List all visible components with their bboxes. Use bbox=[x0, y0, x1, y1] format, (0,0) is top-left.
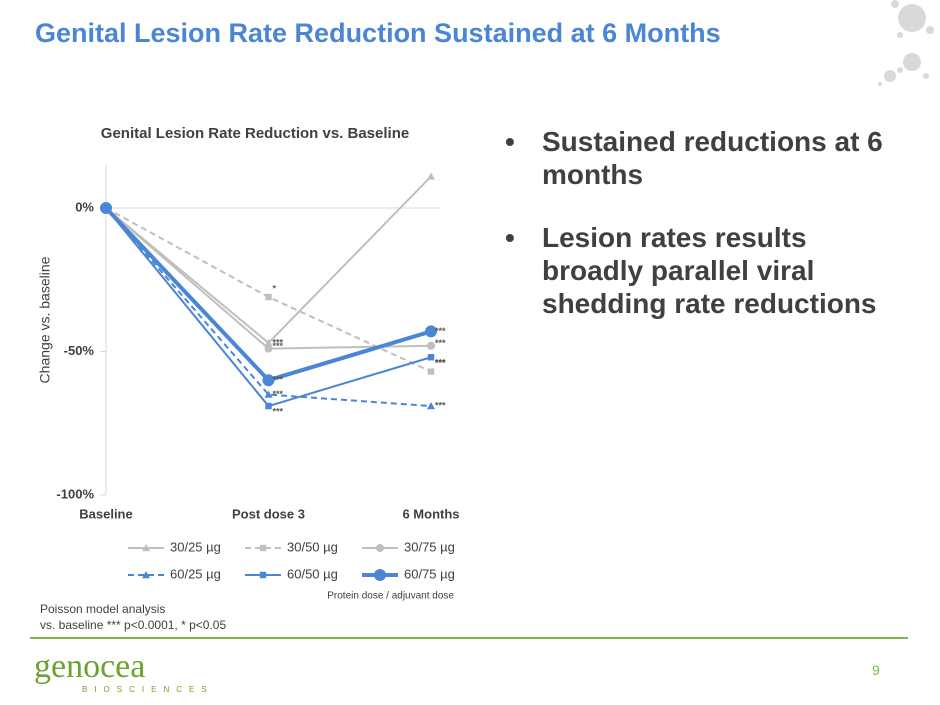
legend-item: 60/50 µg bbox=[245, 566, 338, 581]
significance-label: *** bbox=[435, 326, 446, 336]
marker bbox=[374, 569, 386, 581]
y-tick-label: 0% bbox=[75, 199, 94, 214]
significance-label: * bbox=[273, 283, 277, 293]
legend-label: 60/75 µg bbox=[404, 566, 455, 581]
marker bbox=[259, 544, 267, 552]
legend-item: 30/25 µg bbox=[128, 539, 221, 554]
bullet-list: Sustained reductions at 6 months Lesion … bbox=[505, 125, 905, 350]
marker bbox=[100, 202, 112, 215]
chart-title: Genital Lesion Rate Reduction vs. Baseli… bbox=[101, 125, 409, 142]
marker bbox=[142, 544, 150, 552]
logo-tagline: BIOSCIENCES bbox=[82, 685, 214, 694]
legend-label: 30/75 µg bbox=[404, 539, 455, 554]
legend-item: 30/50 µg bbox=[245, 539, 338, 554]
decoration bbox=[878, 0, 934, 86]
footnote: Poisson model analysis vs. baseline *** … bbox=[40, 601, 226, 633]
slide-title: Genital Lesion Rate Reduction Sustained … bbox=[35, 18, 721, 48]
marker bbox=[264, 344, 273, 353]
legend-item: 60/25 µg bbox=[128, 566, 221, 581]
y-axis-label: Change vs. baseline bbox=[37, 256, 53, 383]
marker bbox=[265, 293, 272, 301]
marker bbox=[142, 571, 150, 579]
x-tick-label: Baseline bbox=[79, 506, 132, 521]
marker bbox=[427, 172, 435, 180]
marker bbox=[427, 368, 435, 375]
significance-label: *** bbox=[435, 358, 446, 368]
logo-name: genocea bbox=[34, 648, 146, 685]
series-line bbox=[105, 207, 432, 408]
marker bbox=[427, 402, 435, 410]
series-line bbox=[105, 207, 432, 350]
significance-label: *** bbox=[435, 358, 446, 368]
marker bbox=[265, 402, 272, 410]
y-tick-label: -100% bbox=[56, 486, 94, 501]
significance-label: *** bbox=[273, 406, 284, 416]
significance-label: *** bbox=[273, 341, 284, 351]
x-tick-label: 6 Months bbox=[402, 506, 459, 521]
significance-label: *** bbox=[273, 337, 284, 347]
legend-item: 60/75 µg bbox=[362, 566, 455, 581]
significance-label: *** bbox=[273, 375, 284, 385]
significance-label: *** bbox=[273, 389, 284, 399]
marker bbox=[425, 325, 437, 338]
marker bbox=[259, 571, 267, 579]
marker bbox=[427, 341, 435, 350]
marker bbox=[376, 544, 384, 552]
page-number: 9 bbox=[872, 662, 880, 678]
marker bbox=[262, 374, 275, 387]
legend-label: 60/25 µg bbox=[170, 566, 221, 581]
divider bbox=[30, 637, 908, 639]
legend-note: Protein dose / adjuvant dose bbox=[327, 591, 454, 602]
footnote-line: vs. baseline *** p<0.0001, * p<0.05 bbox=[40, 618, 227, 632]
logo: genocea BIOSCIENCES bbox=[34, 648, 214, 695]
x-tick-label: Post dose 3 bbox=[232, 506, 305, 521]
legend-label: 30/50 µg bbox=[287, 539, 338, 554]
bullet: Lesion rates results broadly parallel vi… bbox=[505, 221, 905, 320]
marker bbox=[264, 338, 273, 347]
marker bbox=[264, 390, 273, 398]
significance-label: *** bbox=[435, 400, 446, 410]
legend-label: 30/25 µg bbox=[170, 539, 221, 554]
y-tick-label: -50% bbox=[64, 343, 95, 358]
legend-label: 60/50 µg bbox=[287, 566, 338, 581]
significance-label: *** bbox=[435, 338, 446, 348]
legend-item: 30/75 µg bbox=[362, 539, 455, 554]
footnote-line: Poisson model analysis bbox=[40, 602, 166, 616]
bullet: Sustained reductions at 6 months bbox=[505, 125, 905, 191]
marker bbox=[427, 354, 435, 361]
